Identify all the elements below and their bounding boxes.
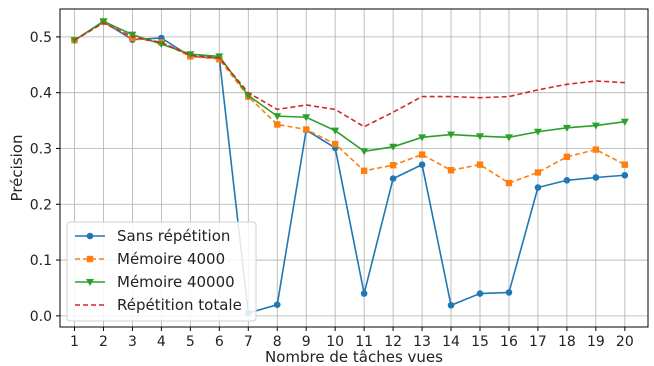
data-point	[303, 126, 310, 133]
y-tick-label: 0.1	[30, 253, 52, 269]
series-layer	[70, 18, 629, 317]
data-point	[476, 290, 484, 297]
x-tick-label: 2	[99, 334, 108, 350]
data-point	[389, 162, 397, 169]
data-point	[563, 153, 571, 161]
data-point	[476, 161, 484, 168]
series-4	[74, 22, 625, 128]
series-3	[70, 18, 629, 156]
legend-label: Mémoire 40000	[117, 273, 235, 291]
data-point	[389, 175, 397, 182]
legend-entry: Mémoire 40000	[75, 273, 235, 291]
x-tick-label: 5	[186, 334, 195, 350]
series-line	[74, 20, 626, 184]
data-point	[620, 118, 629, 126]
y-tick-label: 0.0	[30, 309, 52, 325]
data-point	[360, 167, 368, 174]
data-point	[563, 176, 571, 184]
data-point	[505, 289, 513, 296]
data-point	[592, 174, 600, 181]
data-point	[215, 53, 224, 61]
legend-marker	[86, 279, 94, 286]
data-point	[418, 161, 426, 168]
legend: Sans répétition Mémoire 4000 Mémoire 40000…	[66, 221, 257, 322]
series-2	[71, 18, 629, 187]
data-point	[591, 122, 600, 130]
data-point	[447, 301, 455, 309]
legend-entry: Répétition totale	[75, 296, 242, 314]
legend-marker	[86, 255, 94, 263]
data-point	[418, 151, 426, 158]
data-point	[331, 140, 339, 148]
x-tick-label: 11	[355, 334, 373, 350]
x-tick-label: 20	[616, 334, 634, 350]
legend-label: Répétition totale	[117, 296, 242, 314]
data-point	[592, 146, 600, 153]
data-point	[418, 134, 427, 142]
legend-marker	[86, 232, 94, 240]
x-tick-label: 15	[471, 334, 489, 350]
plot-frame	[59, 8, 649, 328]
x-tick-label: 14	[442, 334, 460, 350]
x-tick-label: 12	[384, 334, 402, 350]
data-point	[562, 124, 571, 132]
legend-entry: Mémoire 4000	[75, 250, 225, 268]
legend-box	[66, 221, 257, 322]
data-point	[274, 121, 281, 128]
x-tick-label: 10	[326, 334, 344, 350]
data-point	[389, 143, 398, 151]
y-tick-label: 0.3	[30, 141, 52, 157]
x-axis: 1 2 3 4 5 6 7 8 9 10 11 12 13 14 15 16 17 18 19 20	[70, 327, 634, 350]
legend-label: Mémoire 4000	[117, 250, 225, 268]
x-tick-label: 13	[413, 334, 431, 350]
data-point	[331, 127, 340, 135]
x-tick-label: 19	[587, 334, 605, 350]
x-tick-label: 16	[500, 334, 518, 350]
data-point	[533, 128, 542, 136]
data-point	[621, 171, 629, 179]
data-point	[534, 184, 542, 191]
x-tick-label: 9	[302, 334, 311, 350]
y-tick-label: 0.4	[30, 86, 52, 102]
data-point	[128, 31, 137, 39]
x-tick-label: 1	[70, 334, 79, 350]
x-tick-label: 4	[157, 334, 166, 350]
y-tick-label: 0.5	[30, 30, 52, 46]
data-point	[360, 290, 368, 297]
data-point	[621, 161, 629, 168]
legend-entry: Sans répétition	[75, 227, 230, 245]
y-axis-label: Précision	[8, 135, 26, 202]
data-point	[360, 148, 369, 156]
data-point	[447, 167, 455, 174]
data-point	[504, 134, 513, 142]
x-tick-label: 3	[128, 334, 137, 350]
legend-label: Sans répétition	[117, 227, 230, 245]
x-tick-label: 6	[215, 334, 224, 350]
data-point	[447, 131, 456, 139]
data-point	[99, 18, 108, 26]
data-point	[302, 114, 311, 122]
x-tick-label: 17	[529, 334, 547, 350]
x-tick-label: 7	[244, 334, 253, 350]
data-point	[273, 301, 281, 308]
x-tick-label: 8	[273, 334, 282, 350]
data-point	[186, 51, 195, 59]
x-axis-label: Nombre de tâches vues	[265, 348, 443, 366]
y-axis: 0.0 0.1 0.2 0.3 0.4 0.5	[30, 30, 60, 325]
series-line	[74, 20, 625, 153]
data-point	[273, 113, 282, 121]
y-tick-label: 0.2	[30, 197, 52, 213]
series-line	[74, 22, 625, 128]
series-line	[74, 20, 625, 315]
data-point	[476, 133, 484, 141]
data-point	[534, 169, 542, 176]
data-point	[505, 179, 513, 187]
x-tick-label: 18	[558, 334, 576, 350]
